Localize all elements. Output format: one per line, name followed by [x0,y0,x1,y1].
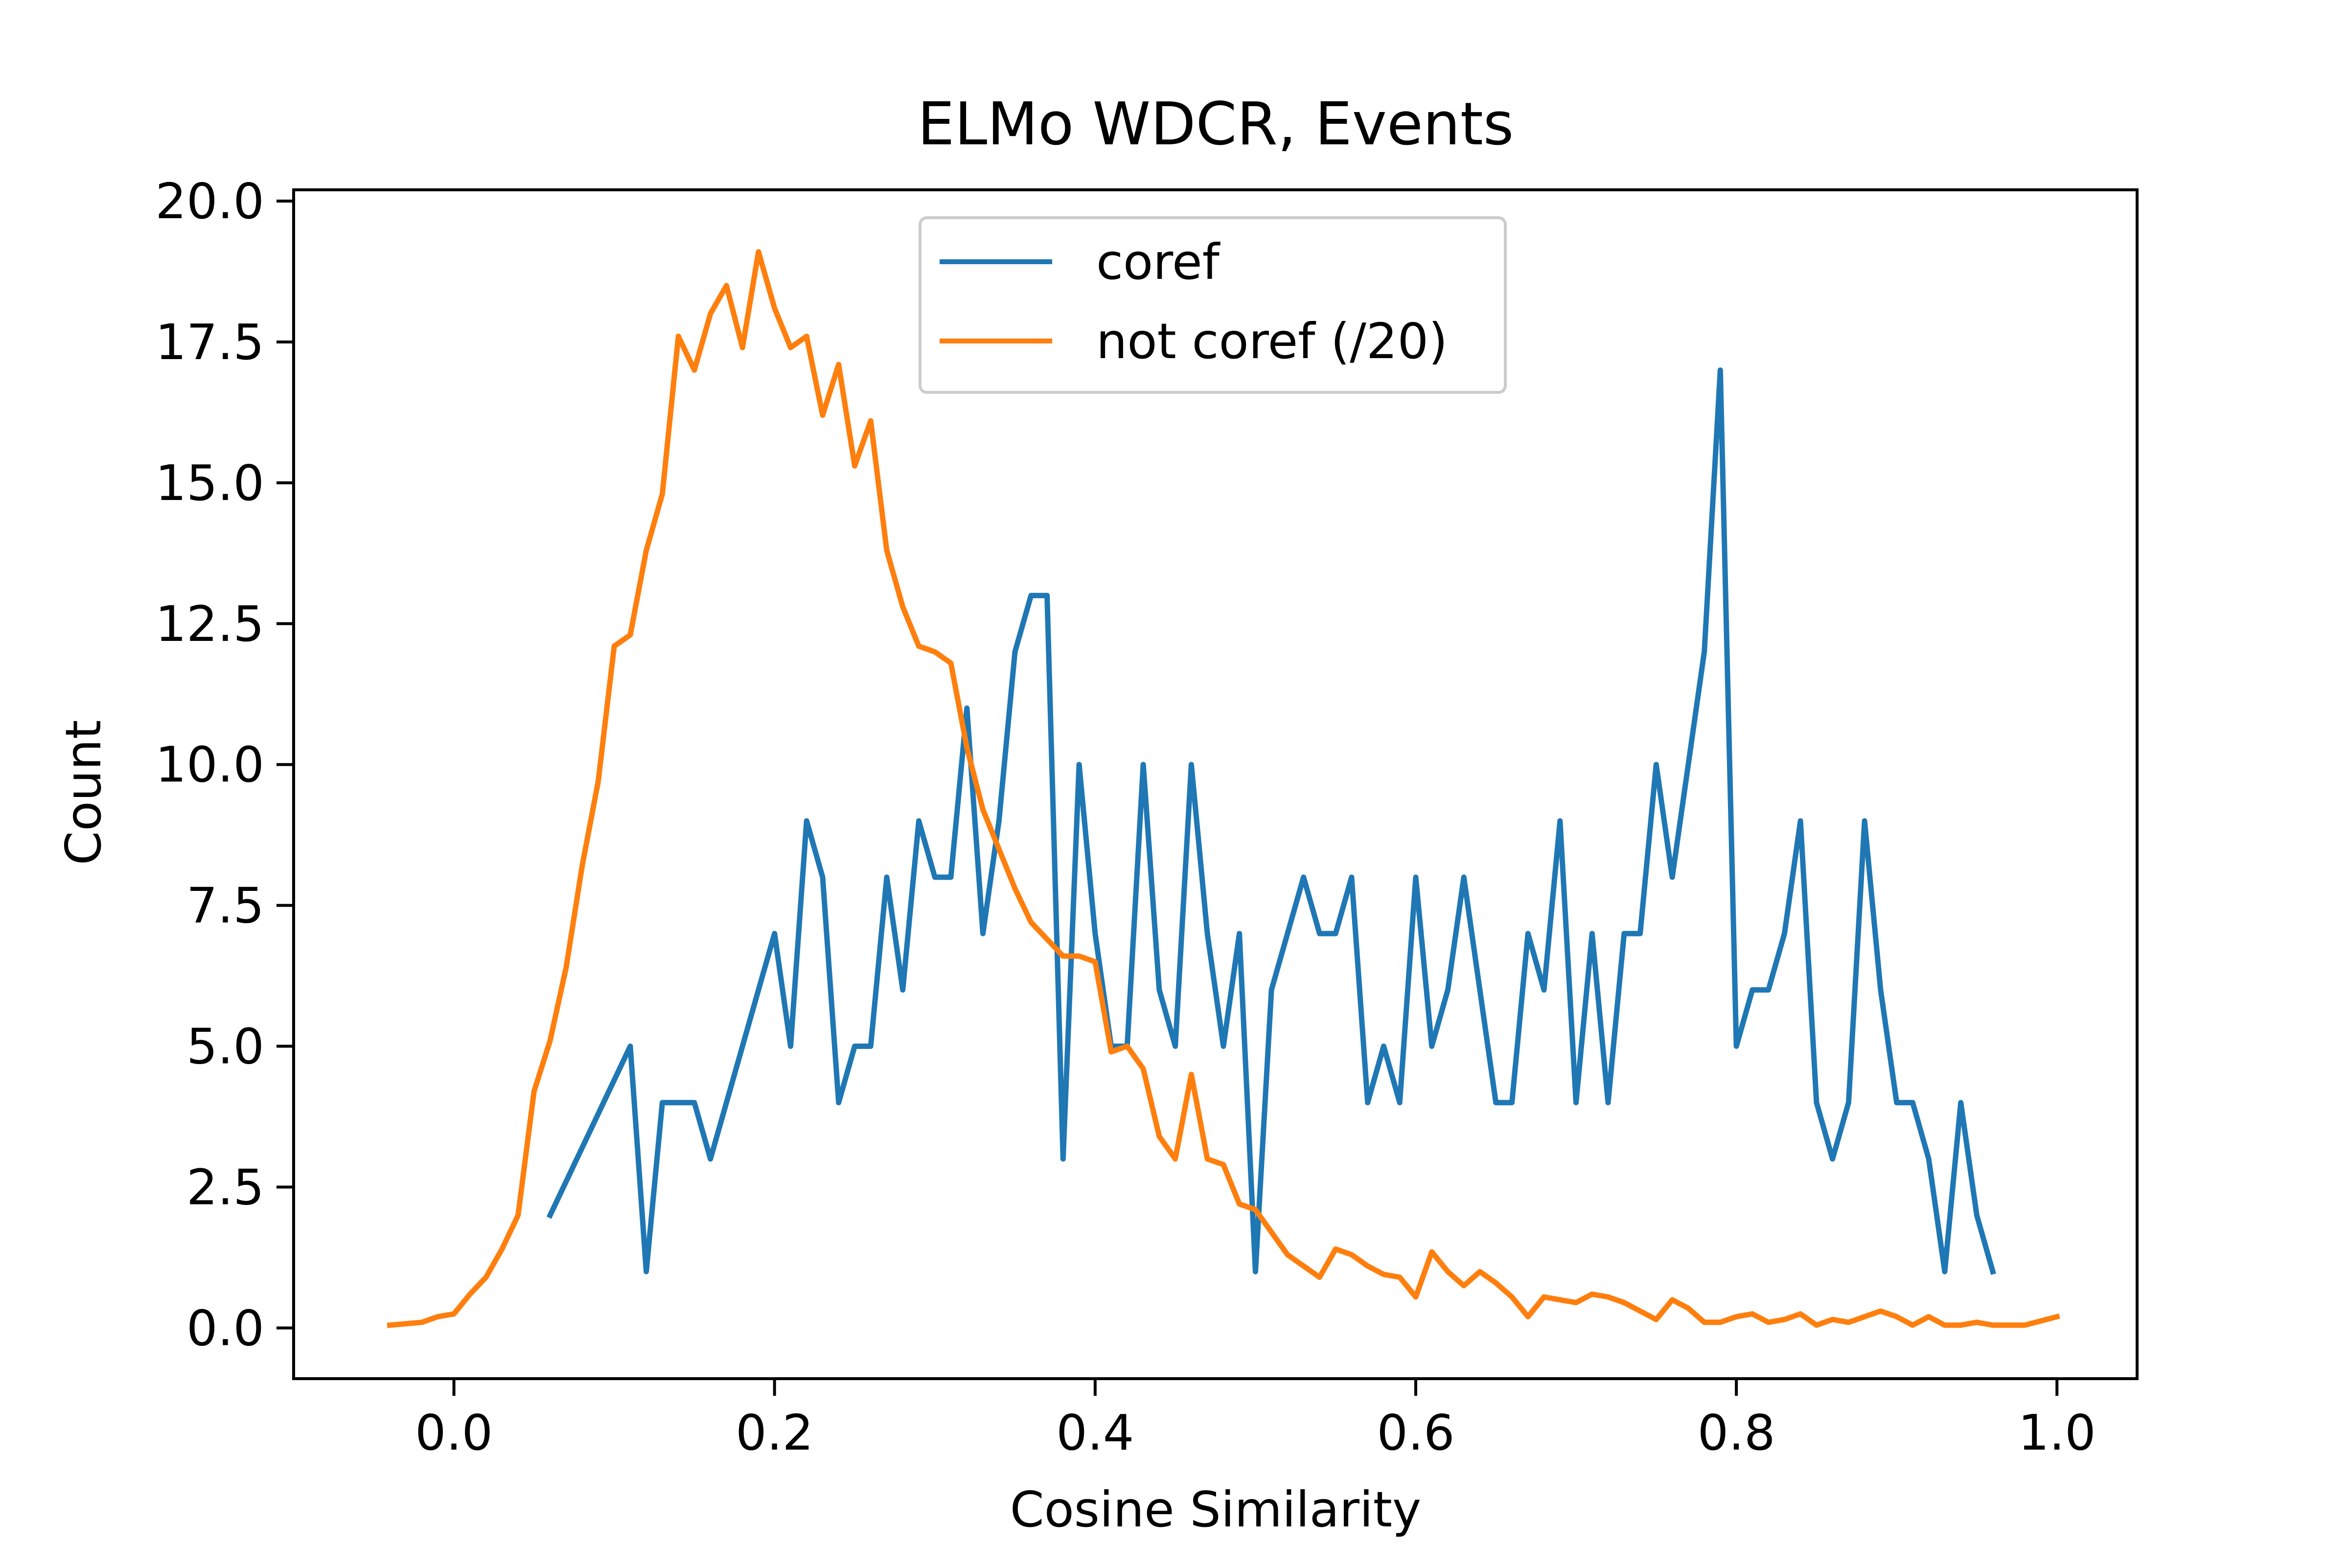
chart-title: ELMo WDCR, Events [918,91,1514,159]
plot-area [387,249,2060,1328]
x-tick-label: 0.4 [1056,1404,1134,1461]
x-tick-label: 0.2 [736,1404,813,1461]
y-tick-label: 2.5 [186,1159,264,1216]
x-tick-label: 0.8 [1698,1404,1775,1461]
y-tick-label: 20.0 [155,173,264,230]
legend-label-coref: coref [1096,233,1221,291]
x-axis-label: Cosine Similarity [1010,1481,1421,1538]
y-tick-label: 5.0 [186,1018,264,1075]
plot-frame [292,188,2139,1380]
x-tick-label: 0.0 [415,1404,493,1461]
x-tick-label: 1.0 [2018,1404,2096,1461]
y-tick-label: 10.0 [155,736,264,794]
legend-frame [919,216,1507,394]
legend: coref not coref (/20) [919,216,1507,394]
legend-label-not-coref: not coref (/20) [1096,313,1448,370]
series-line-coref [546,367,1996,1275]
axes: 0.0 0.2 0.4 0.6 0.8 1.0 0.0 2.5 5.0 7.5 10.0 12.5 15… [155,173,2139,1461]
y-tick-label: 0.0 [186,1299,264,1357]
y-tick-label: 15.0 [155,454,264,512]
series-line-not-coref-20 [387,249,2060,1328]
y-axis-label: Count [55,720,112,865]
y-tick-label: 17.5 [155,314,264,371]
y-tick-label: 7.5 [186,877,264,934]
x-tick-label: 0.6 [1377,1404,1454,1461]
y-tick-label: 12.5 [155,595,264,653]
